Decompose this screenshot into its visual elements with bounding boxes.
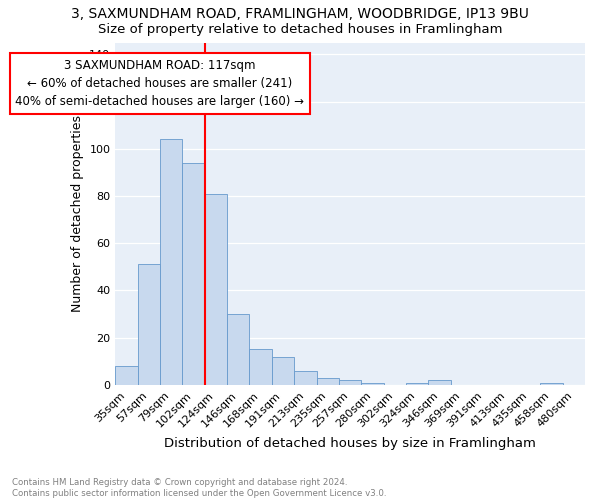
Text: 3 SAXMUNDHAM ROAD: 117sqm
← 60% of detached houses are smaller (241)
40% of semi: 3 SAXMUNDHAM ROAD: 117sqm ← 60% of detac…	[16, 59, 304, 108]
Bar	[115, 366, 137, 385]
Bar	[272, 356, 294, 385]
X-axis label: Distribution of detached houses by size in Framlingham: Distribution of detached houses by size …	[164, 437, 536, 450]
Bar	[317, 378, 339, 385]
Bar	[250, 350, 272, 385]
Bar	[160, 140, 182, 385]
Bar	[182, 163, 205, 385]
Bar	[294, 370, 317, 385]
Bar	[227, 314, 250, 385]
Bar	[205, 194, 227, 385]
Text: Contains HM Land Registry data © Crown copyright and database right 2024.
Contai: Contains HM Land Registry data © Crown c…	[12, 478, 386, 498]
Bar	[339, 380, 361, 385]
Bar	[428, 380, 451, 385]
Y-axis label: Number of detached properties: Number of detached properties	[71, 115, 83, 312]
Bar	[361, 382, 383, 385]
Bar	[540, 382, 563, 385]
Bar	[137, 264, 160, 385]
Text: 3, SAXMUNDHAM ROAD, FRAMLINGHAM, WOODBRIDGE, IP13 9BU: 3, SAXMUNDHAM ROAD, FRAMLINGHAM, WOODBRI…	[71, 8, 529, 22]
Text: Size of property relative to detached houses in Framlingham: Size of property relative to detached ho…	[98, 22, 502, 36]
Bar	[406, 382, 428, 385]
